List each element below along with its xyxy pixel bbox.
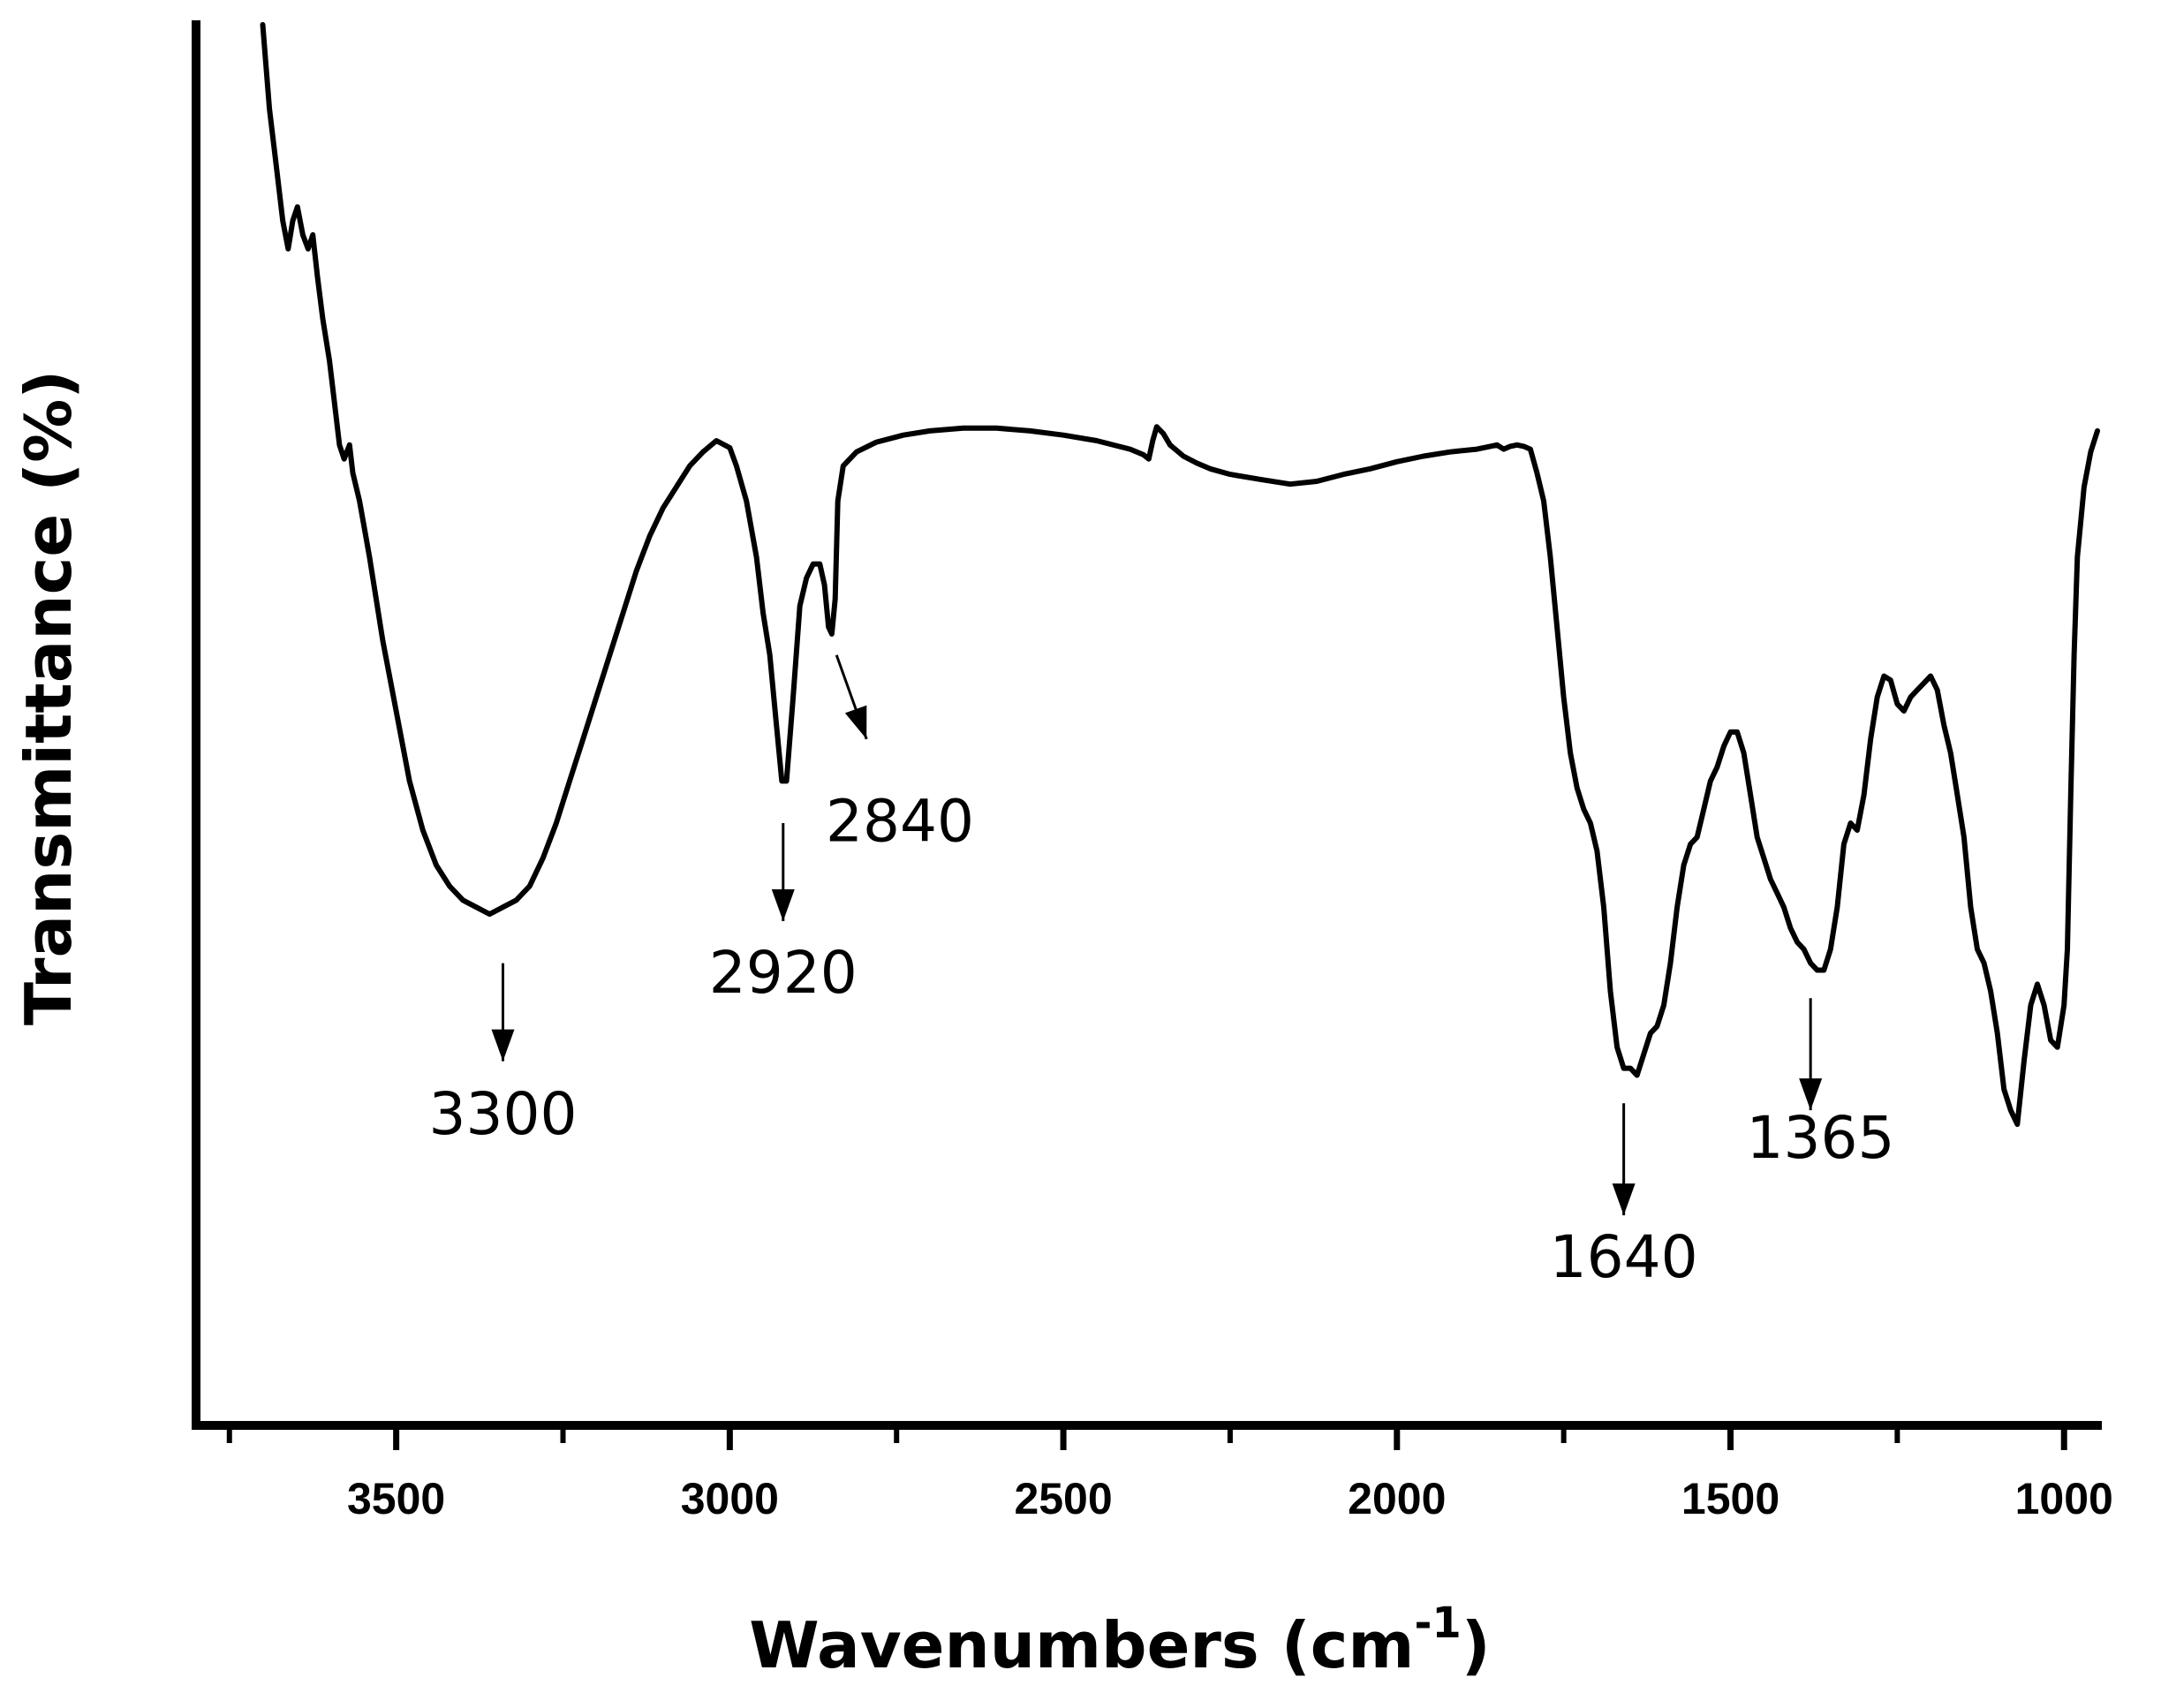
- peak-arrow-head-1365: [1799, 1078, 1823, 1111]
- x-axis-title-close: ): [1462, 1608, 1491, 1682]
- peak-label-2840: 2840: [826, 788, 974, 856]
- x-tick-label-5: 1000: [2015, 1474, 2113, 1523]
- y-axis-title: Transmittance (%): [11, 370, 86, 1025]
- spectrum-line: [260, 22, 2100, 1127]
- peak-label-2920: 2920: [709, 939, 858, 1007]
- peak-annotations: 3300 2920 2840 1640 1365: [429, 654, 1895, 1291]
- peak-annotation-2920: 2920: [709, 823, 858, 1007]
- x-tick-labels: 3500 3000 2500 2000 1500 1000: [347, 1474, 2113, 1523]
- peak-annotation-3300: 3300: [429, 963, 578, 1148]
- peak-arrow-head-1640: [1612, 1183, 1636, 1216]
- peak-arrow-head-2840: [844, 705, 867, 739]
- x-tick-label-4: 1500: [1681, 1474, 1779, 1523]
- x-tick-label-0: 3500: [347, 1474, 445, 1523]
- axes: [192, 20, 2102, 1430]
- peak-arrow-head-3300: [491, 1029, 515, 1062]
- peak-label-1365: 1365: [1747, 1104, 1895, 1172]
- peak-label-1640: 1640: [1550, 1223, 1698, 1291]
- peak-label-3300: 3300: [429, 1080, 578, 1148]
- peak-annotation-1365: 1365: [1747, 998, 1895, 1172]
- x-axis-title-main: Wavenumbers (cm: [749, 1608, 1414, 1682]
- x-tick-label-2: 2500: [1014, 1474, 1112, 1523]
- peak-annotation-2840: 2840: [826, 654, 974, 856]
- peak-arrow-head-2920: [771, 889, 795, 922]
- x-tick-label-3: 2000: [1348, 1474, 1446, 1523]
- x-axis-title-superscript: -1: [1414, 1598, 1461, 1648]
- x-ticks: [226, 1425, 2067, 1450]
- x-axis-title: Wavenumbers (cm-1): [749, 1598, 1490, 1682]
- peak-annotation-1640: 1640: [1550, 1103, 1698, 1291]
- x-tick-label-1: 3000: [681, 1474, 779, 1523]
